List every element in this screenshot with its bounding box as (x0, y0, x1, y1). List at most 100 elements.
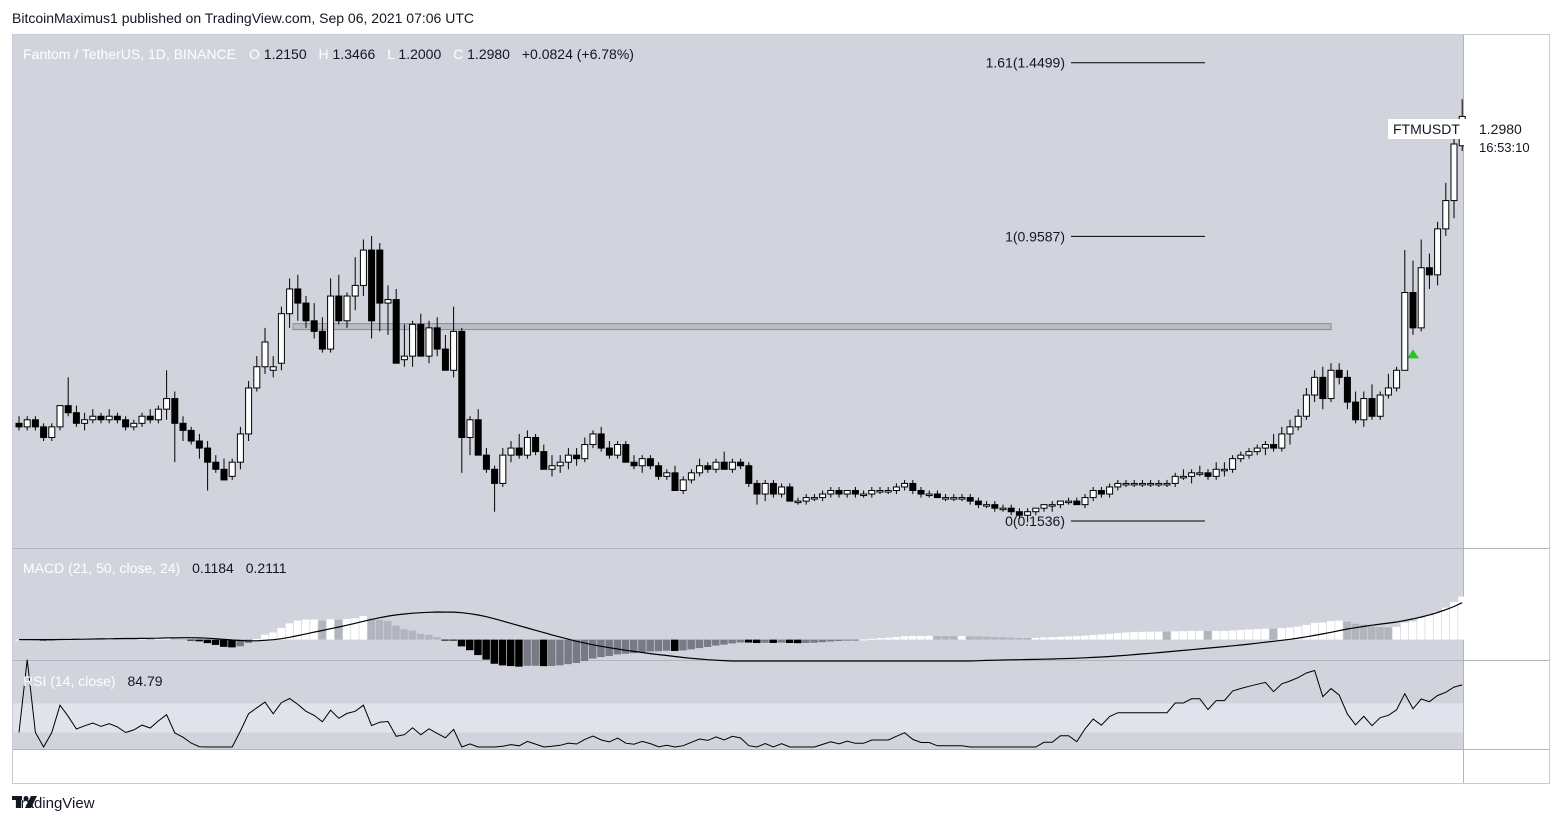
chart-canvas[interactable]: 1.61(1.4499) 1(0.9587) 0(0.1536) 0.2000 0.1… (13, 35, 1549, 783)
ticker-tag-bg (1388, 119, 1463, 139)
macd-histogram-bar (416, 633, 425, 640)
candle-body (130, 422, 138, 428)
macd-histogram-bar (925, 635, 933, 640)
horizontal-resistance-zone (292, 323, 1332, 331)
candle-body (646, 458, 654, 467)
candle-body (1319, 376, 1327, 400)
currency-label: USDT (1489, 47, 1524, 62)
macd-histogram-bar (769, 639, 777, 643)
candle-body (597, 433, 605, 449)
candle-body (40, 426, 48, 438)
macd-histogram-bar (695, 639, 704, 649)
macd-histogram-bar (630, 639, 638, 654)
candle-body (1220, 468, 1228, 472)
candle-body (146, 415, 154, 421)
macd-histogram-bar (1031, 637, 1040, 640)
macd-histogram-bar (1286, 627, 1294, 640)
candle-body (564, 454, 572, 463)
low-label: L (387, 46, 395, 62)
macd-histogram-bar (285, 623, 294, 640)
macd-histogram-bar (1204, 631, 1212, 640)
candle-body (277, 313, 285, 364)
macd-histogram-bar (326, 619, 335, 640)
macd-histogram-bar (482, 639, 490, 660)
macd-histogram-bar (966, 636, 974, 640)
price-axis-tick: 0.8000 (1477, 286, 1517, 301)
candle-body (515, 447, 523, 456)
macd-axis-tick: 0.0000 (1477, 633, 1517, 648)
candle-body (917, 490, 925, 495)
time-axis-tick: pr (19, 759, 31, 774)
macd-histogram-bar (310, 619, 318, 640)
candle-body (892, 486, 900, 492)
macd-histogram-bar (1310, 622, 1319, 640)
candle-body (1270, 444, 1278, 449)
macd-histogram-bar (1236, 629, 1245, 640)
candle-body (318, 330, 326, 350)
candle-body (687, 472, 695, 481)
rsi-legend-label: RSI (14, close) (23, 673, 116, 689)
candle-body (56, 405, 64, 428)
macd-histogram-bar (269, 632, 277, 640)
ohlc-legend: O 1.2150 H 1.3466 L 1.2000 C 1.2980 +0.0… (249, 46, 634, 62)
macd-histogram-bar (138, 638, 146, 640)
time-axis-tick: 13 (1365, 759, 1379, 774)
macd-histogram-bar (826, 639, 835, 642)
candle-body (343, 295, 351, 322)
macd-histogram-bar (15, 639, 23, 641)
macd-histogram-bar (1138, 631, 1146, 640)
candle-body (335, 295, 343, 322)
macd-histogram-bar (1261, 628, 1269, 640)
candle-body (359, 249, 367, 286)
macd-histogram-bar (876, 638, 884, 640)
macd-histogram-bar (900, 636, 909, 640)
candle-body (1179, 475, 1187, 479)
candle-body (1147, 482, 1155, 486)
candle-body (925, 493, 933, 497)
candle-body (1212, 468, 1220, 477)
macd-value-1: 0.1184 (192, 560, 234, 576)
change-value: +0.0824 (+6.78%) (522, 46, 634, 62)
macd-histogram-bar (1409, 621, 1417, 640)
macd-histogram-bar (1105, 633, 1114, 640)
candle-body (1261, 444, 1269, 449)
macd-histogram-bar (794, 639, 802, 644)
close-label: C (453, 46, 463, 62)
candle-body (64, 405, 72, 414)
macd-histogram-bar (941, 636, 950, 640)
macd-histogram-bar (293, 620, 302, 640)
macd-histogram-bar (187, 639, 195, 641)
candle-body (269, 366, 277, 371)
candle-body (581, 444, 589, 460)
macd-histogram-bar (1056, 636, 1064, 640)
macd-histogram-bar (712, 639, 720, 646)
candle-body (474, 419, 482, 456)
macd-histogram-bar (1425, 615, 1433, 640)
candle-body (1253, 447, 1261, 453)
candle-body (991, 504, 999, 509)
macd-value-2: 0.2111 (246, 560, 287, 576)
macd-histogram-bar (1458, 596, 1466, 640)
candle-body (1188, 472, 1196, 477)
candle-body (204, 447, 212, 463)
macd-histogram-bar (154, 638, 162, 640)
candle-body (983, 504, 991, 507)
candle-body (1171, 475, 1179, 484)
candle-body (778, 486, 786, 495)
fib-levels-layer: 1.61(1.4499) 1(0.9587) 0(0.1536) (986, 55, 1205, 529)
macd-histogram-bar (1072, 636, 1081, 640)
candle-body (622, 444, 630, 463)
rsi-axis-tick: 50.00 (1477, 725, 1510, 740)
macd-legend-label: MACD (21, 50, close, 24) (23, 560, 180, 576)
candle-body (950, 497, 958, 500)
macd-histogram-bar (1154, 631, 1163, 640)
macd-histogram-bar (220, 639, 228, 647)
macd-histogram-bar (1245, 629, 1253, 640)
macd-histogram-bar (129, 638, 138, 640)
macd-histogram-bar (859, 639, 868, 641)
last-price-value: 1.2980 (1479, 121, 1522, 137)
candle-body (1122, 482, 1130, 486)
macd-histogram-bar (679, 639, 687, 651)
macd-histogram-bar (1368, 626, 1376, 640)
candle-body (105, 415, 113, 421)
